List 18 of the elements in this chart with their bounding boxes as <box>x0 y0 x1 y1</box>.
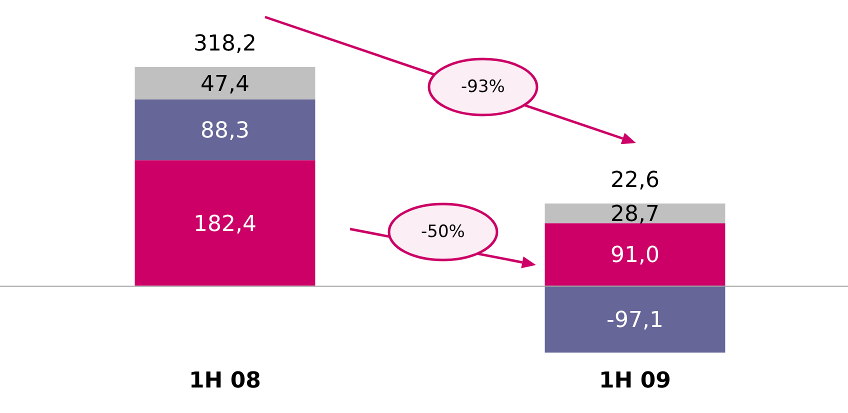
bar <box>544 286 726 353</box>
data-label: 47,4 <box>200 72 250 97</box>
bar <box>544 223 726 286</box>
bar <box>544 203 726 224</box>
annotation: -50% <box>421 222 465 242</box>
bar <box>134 66 316 100</box>
data-label: 91,0 <box>610 243 660 268</box>
total-label: 318,2 <box>194 32 256 57</box>
annotation: -93% <box>461 77 505 97</box>
data-label: 182,4 <box>194 212 256 237</box>
x-tick-label: 1H 09 <box>599 368 671 394</box>
x-tick-label: 1H 08 <box>189 368 261 394</box>
data-label: 28,7 <box>610 202 660 228</box>
bar <box>134 160 316 286</box>
total-label: 22,6 <box>610 168 660 194</box>
bar <box>134 100 316 160</box>
data-label: 88,3 <box>200 118 250 144</box>
data-label: -97,1 <box>606 308 664 333</box>
